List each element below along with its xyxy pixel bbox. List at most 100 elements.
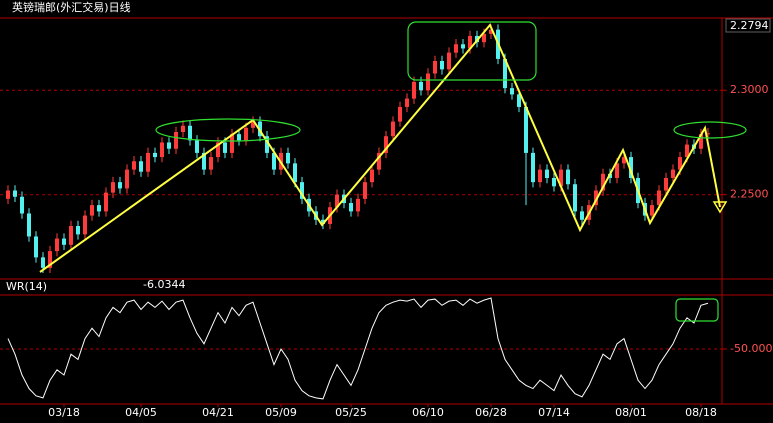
- candle-body: [706, 133, 710, 135]
- candle-body: [538, 169, 542, 183]
- y-tick-label: 2.2500: [730, 188, 769, 201]
- candle-body: [545, 169, 549, 178]
- candle-body: [391, 121, 395, 137]
- candle-body: [230, 134, 234, 153]
- candle-body: [6, 190, 10, 199]
- candle-body: [146, 152, 150, 172]
- candle-body: [251, 121, 255, 128]
- candle-body: [531, 152, 535, 183]
- candle-body: [300, 182, 304, 199]
- candle-body: [27, 213, 31, 237]
- candle-body: [482, 33, 486, 43]
- candle-body: [48, 251, 52, 268]
- candle-body: [426, 73, 430, 91]
- candle-body: [202, 152, 206, 170]
- highlight-box: [675, 298, 719, 322]
- candle-body: [580, 211, 584, 220]
- candle-body: [559, 169, 563, 187]
- candle-body: [517, 94, 521, 107]
- candle-body: [671, 169, 675, 178]
- candle-body: [440, 60, 444, 70]
- candle-body: [244, 127, 248, 141]
- candle-body: [412, 81, 416, 99]
- last-price: 2.2794: [730, 19, 769, 32]
- x-tick-label: 03/18: [48, 406, 80, 419]
- x-tick-label: 05/09: [265, 406, 297, 419]
- candle-body: [83, 215, 87, 235]
- candle-body: [174, 132, 178, 149]
- candle-body: [678, 157, 682, 170]
- x-tick-label: 08/01: [615, 406, 647, 419]
- candle-body: [181, 125, 185, 133]
- candle-body: [657, 190, 661, 206]
- candle-body: [188, 125, 192, 141]
- candle-body: [699, 134, 703, 149]
- candle-body: [461, 44, 465, 49]
- candle-body: [90, 205, 94, 216]
- candle-body: [433, 60, 437, 74]
- indicator-name: WR(14): [6, 280, 47, 293]
- candle-body: [34, 236, 38, 258]
- candle-body: [503, 58, 507, 89]
- price-box: [725, 18, 771, 33]
- candle-body: [594, 190, 598, 206]
- x-tick-label: 07/14: [538, 406, 570, 419]
- candle-body: [237, 134, 241, 141]
- candle-body: [370, 169, 374, 183]
- indicator-line: [7, 297, 709, 400]
- arrow-head: [712, 201, 728, 214]
- candle-body: [573, 184, 577, 212]
- candle-body: [335, 194, 339, 208]
- candle-body: [62, 238, 66, 245]
- candle-body: [125, 169, 129, 189]
- candle-body: [216, 142, 220, 158]
- x-tick-label: 05/25: [335, 406, 367, 419]
- candle-body: [272, 152, 276, 170]
- candle-body: [566, 169, 570, 185]
- candle-body: [286, 152, 290, 164]
- x-tick-label: 06/28: [475, 406, 507, 419]
- highlight-ellipse: [155, 118, 301, 142]
- candle-body: [384, 136, 388, 153]
- candle-body: [167, 142, 171, 149]
- candle-body: [41, 257, 45, 268]
- candle-body: [510, 88, 514, 95]
- x-tick-label: 04/21: [202, 406, 234, 419]
- candle-body: [468, 35, 472, 49]
- candle-body: [419, 81, 423, 91]
- annotations: [39, 21, 747, 322]
- candle-body: [363, 182, 367, 199]
- candle-body: [104, 192, 108, 212]
- candle-body: [209, 157, 213, 170]
- candle-body: [356, 198, 360, 212]
- candle-body: [13, 190, 17, 197]
- candle-body: [664, 177, 668, 191]
- candle-body: [97, 205, 101, 212]
- chart-title: 英镑瑞郎(外汇交易)日线: [12, 0, 131, 14]
- candle-body: [622, 157, 626, 164]
- highlight-ellipse: [673, 121, 747, 139]
- candle-body: [55, 238, 59, 252]
- candle-body: [293, 163, 297, 183]
- candle-body: [650, 205, 654, 216]
- candle-body: [69, 226, 73, 245]
- trend-line: [39, 23, 721, 273]
- candle-body: [265, 136, 269, 153]
- candle-body: [377, 152, 381, 170]
- candle-body: [552, 177, 556, 187]
- candle-body: [118, 182, 122, 189]
- candle-body: [160, 142, 164, 158]
- candle-body: [601, 173, 605, 191]
- x-tick-label: 08/18: [685, 406, 717, 419]
- x-tick-label: 06/10: [412, 406, 444, 419]
- candle-body: [615, 163, 619, 178]
- candle-body: [405, 98, 409, 107]
- candle-body: [111, 182, 115, 193]
- x-tick-label: 04/05: [125, 406, 157, 419]
- candle-body: [629, 157, 633, 178]
- candle-body: [153, 152, 157, 158]
- highlight-box: [407, 21, 537, 81]
